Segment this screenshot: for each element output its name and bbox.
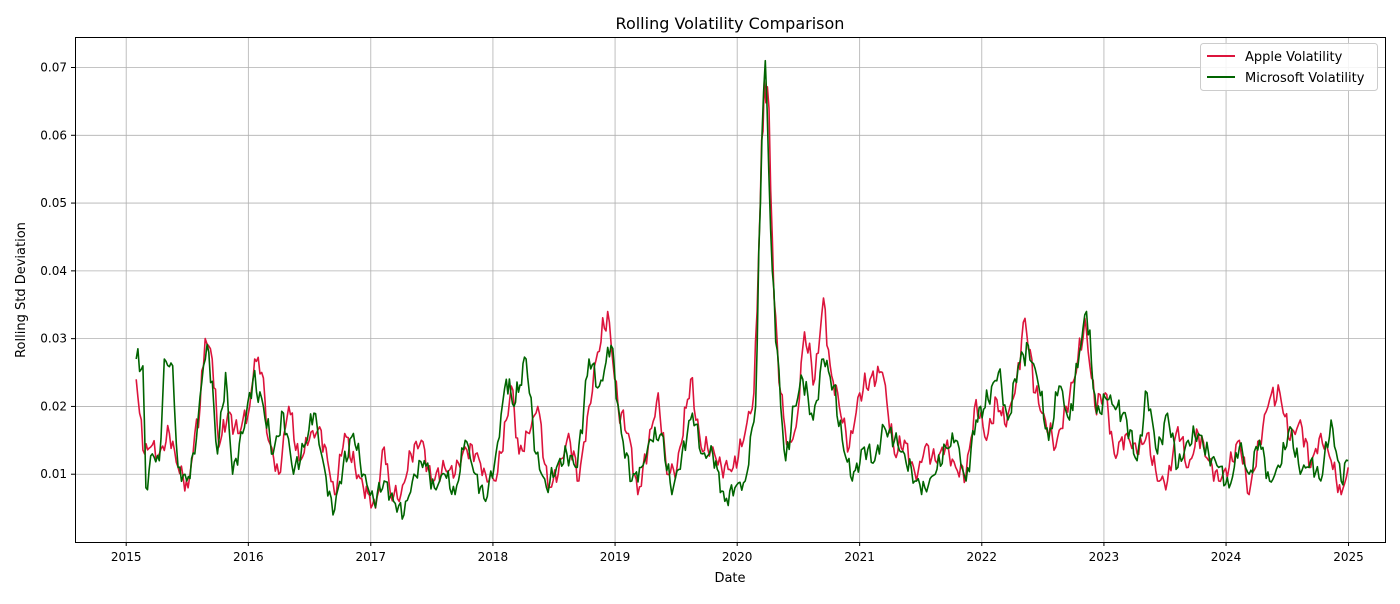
y-tick-label: 0.07 <box>40 61 67 75</box>
microsoft-volatility-line <box>135 59 1349 520</box>
apple-volatility-line <box>135 80 1349 509</box>
x-tick-label: 2023 <box>1089 550 1120 564</box>
plot-frame <box>75 37 1386 543</box>
x-tick-label: 2017 <box>356 550 387 564</box>
y-tick-label: 0.02 <box>40 399 67 413</box>
x-axis-ticks: 2015 2016 2017 2018 2019 2020 2021 2022 2023 2024… <box>111 542 1364 564</box>
x-tick-label: 2024 <box>1211 550 1242 564</box>
x-tick-label: 2020 <box>722 550 753 564</box>
x-tick-label: 2025 <box>1333 550 1364 564</box>
x-tick-label: 2022 <box>967 550 998 564</box>
legend: Apple Volatility Microsoft Volatility <box>1200 43 1378 91</box>
x-tick-label: 2021 <box>844 550 875 564</box>
x-axis-label: Date <box>714 571 745 586</box>
y-axis-label: Rolling Std Deviation <box>14 222 29 358</box>
x-tick-label: 2016 <box>233 550 264 564</box>
legend-label-apple: Apple Volatility <box>1245 50 1343 65</box>
y-axis-ticks: 0.01 0.02 0.03 0.04 0.05 0.06 0.07 <box>40 61 75 481</box>
chart-title: Rolling Volatility Comparison <box>616 14 845 33</box>
x-tick-label: 2019 <box>600 550 631 564</box>
y-tick-label: 0.01 <box>40 467 67 481</box>
y-tick-label: 0.03 <box>40 332 67 346</box>
y-tick-label: 0.05 <box>40 196 67 210</box>
y-tick-label: 0.04 <box>40 264 67 278</box>
x-tick-label: 2015 <box>111 550 142 564</box>
x-tick-label: 2018 <box>478 550 509 564</box>
legend-box <box>1200 43 1378 91</box>
series-lines <box>135 59 1349 520</box>
y-tick-label: 0.06 <box>40 128 67 142</box>
legend-label-microsoft: Microsoft Volatility <box>1245 71 1365 86</box>
